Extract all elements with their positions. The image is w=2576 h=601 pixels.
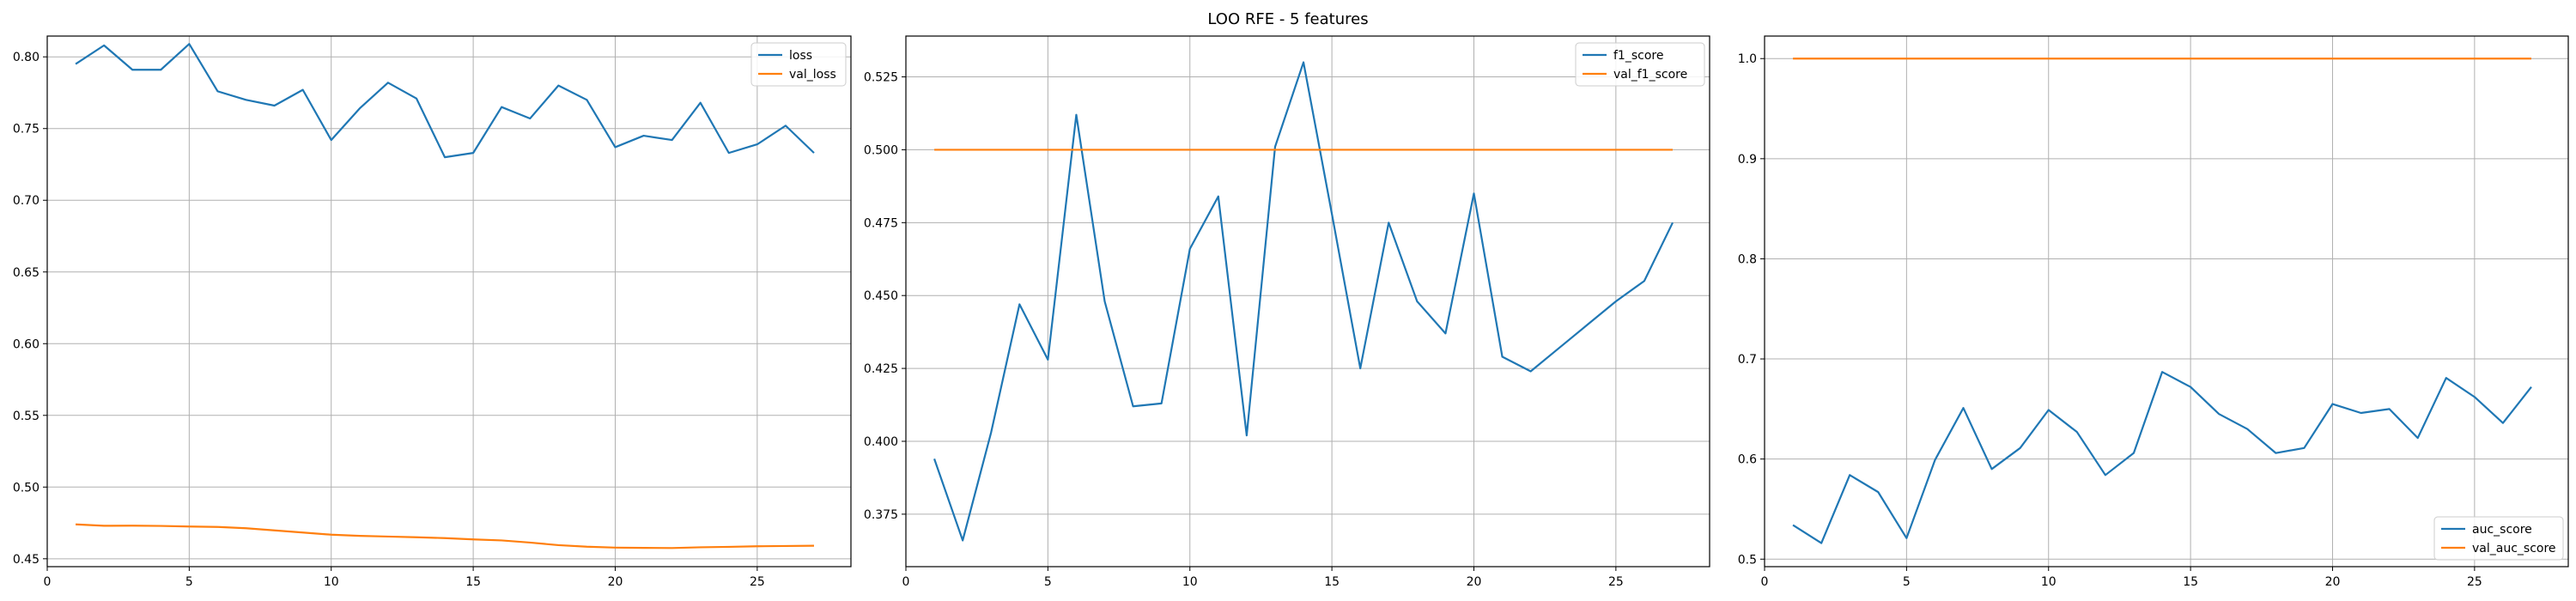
y-tick-label: 0.8 bbox=[1738, 252, 1757, 266]
x-tick-label: 0 bbox=[902, 575, 910, 589]
x-tick-label: 15 bbox=[465, 575, 481, 589]
x-tick-label: 5 bbox=[185, 575, 193, 589]
x-tick-label: 25 bbox=[1608, 575, 1624, 589]
y-tick-label: 0.75 bbox=[13, 123, 39, 137]
y-tick-label: 0.70 bbox=[13, 194, 39, 208]
legend-label-val_auc_score: val_auc_score bbox=[2472, 542, 2556, 555]
plot-frame bbox=[905, 35, 1710, 568]
x-tick-label: 0 bbox=[44, 575, 52, 589]
y-tick-label: 0.7 bbox=[1738, 353, 1757, 367]
y-tick-label: 0.425 bbox=[864, 362, 898, 376]
y-tick-label: 0.6 bbox=[1738, 453, 1757, 467]
chart-panel-2: 0 5 10 15 20 25 0.375 0.400 0.425 0.450 0.475 0.500… bbox=[864, 35, 1710, 589]
legend: loss val_loss bbox=[750, 42, 847, 87]
y-tick-label: 0.55 bbox=[13, 410, 39, 423]
y-tick-label: 0.50 bbox=[13, 481, 39, 495]
y-tick-label: 0.45 bbox=[13, 553, 39, 567]
x-tick-label: 20 bbox=[1467, 575, 1482, 589]
x-tick-label: 0 bbox=[1761, 575, 1769, 589]
y-tick-label: 0.80 bbox=[13, 51, 39, 64]
legend-box bbox=[2433, 516, 2564, 561]
y-tick-label: 0.375 bbox=[864, 508, 898, 522]
series-line-auc_score bbox=[1792, 371, 2532, 544]
plot-frame bbox=[1764, 35, 2569, 568]
y-tick-label: 0.65 bbox=[13, 266, 39, 280]
legend-box bbox=[750, 42, 847, 87]
plot-frame bbox=[46, 35, 852, 568]
chart-panel-1: 0 5 10 15 20 25 0.45 0.50 0.55 0.60 0.65 0.70 0.75 0.… bbox=[13, 35, 852, 589]
chart-panel-3: 0 5 10 15 20 25 0.5 0.6 0.7 0.8 0.9 1.0 auc_scoreval… bbox=[1738, 35, 2569, 589]
legend-label-auc_score: auc_score bbox=[2472, 523, 2532, 537]
legend-label-val_f1_score: val_f1_score bbox=[1613, 68, 1687, 82]
x-tick-label: 20 bbox=[608, 575, 623, 589]
x-tick-label: 10 bbox=[324, 575, 339, 589]
series-line-val_loss bbox=[76, 523, 815, 549]
y-tick-label: 0.450 bbox=[864, 289, 898, 303]
y-tick-label: 0.9 bbox=[1738, 153, 1757, 167]
legend-label-f1_score: f1_score bbox=[1613, 49, 1663, 63]
x-tick-label: 10 bbox=[1182, 575, 1198, 589]
legend: f1_score val_f1_score bbox=[1575, 42, 1705, 87]
x-tick-label: 5 bbox=[1903, 575, 1911, 589]
y-tick-label: 0.500 bbox=[864, 143, 898, 157]
series-line-f1_score bbox=[933, 61, 1674, 542]
x-tick-label: 25 bbox=[2467, 575, 2482, 589]
x-tick-label: 5 bbox=[1044, 575, 1052, 589]
y-tick-label: 1.0 bbox=[1738, 52, 1757, 66]
y-tick-label: 0.5 bbox=[1738, 553, 1757, 567]
x-tick-label: 20 bbox=[2325, 575, 2341, 589]
figure-title: LOO RFE - 5 features bbox=[1207, 10, 1368, 28]
y-tick-label: 0.475 bbox=[864, 216, 898, 230]
legend-label-val_loss: val_loss bbox=[789, 68, 836, 82]
y-tick-label: 0.525 bbox=[864, 71, 898, 85]
legend: auc_score val_auc_score bbox=[2433, 516, 2564, 561]
x-tick-label: 10 bbox=[2041, 575, 2057, 589]
y-tick-label: 0.60 bbox=[13, 337, 39, 351]
legend-label-loss: loss bbox=[789, 49, 812, 63]
series-line-loss bbox=[75, 43, 815, 159]
x-tick-label: 25 bbox=[750, 575, 765, 589]
x-tick-label: 15 bbox=[1324, 575, 1340, 589]
x-tick-label: 15 bbox=[2183, 575, 2198, 589]
y-tick-label: 0.400 bbox=[864, 435, 898, 449]
legend-box bbox=[1575, 42, 1705, 87]
